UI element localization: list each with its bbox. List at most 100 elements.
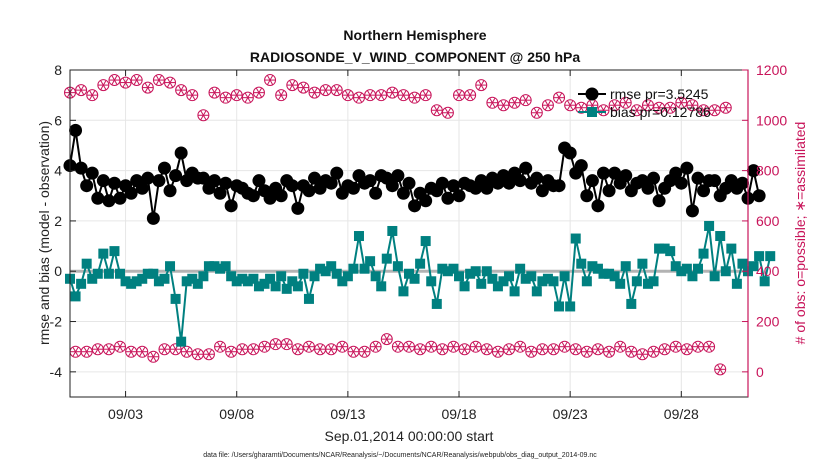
bias-point bbox=[215, 263, 226, 274]
right-y-tick-label: 1000 bbox=[756, 112, 787, 128]
chart-subtitle: RADIOSONDE_V_WIND_COMPONENT @ 250 hPa bbox=[250, 49, 580, 65]
bias-point bbox=[165, 261, 176, 272]
obs-count-point bbox=[530, 106, 543, 119]
obs-count-point bbox=[447, 340, 460, 353]
bias-point bbox=[659, 243, 670, 254]
bias-point bbox=[253, 281, 264, 292]
obs-count-point bbox=[436, 343, 449, 356]
rmse-point bbox=[552, 179, 566, 193]
rmse-point bbox=[480, 181, 494, 195]
obs-count-point bbox=[264, 74, 277, 87]
bias-point bbox=[192, 278, 203, 289]
bias-point bbox=[281, 283, 292, 294]
bias-point bbox=[754, 251, 765, 262]
x-tick-label: 09/08 bbox=[219, 406, 254, 422]
obs-count-point bbox=[141, 81, 154, 94]
rmse-point bbox=[402, 176, 416, 190]
obs-count-point bbox=[108, 74, 121, 87]
bias-point bbox=[342, 271, 353, 282]
bias-point bbox=[409, 273, 420, 284]
bias-point bbox=[170, 293, 181, 304]
obs-count-point bbox=[469, 340, 482, 353]
obs-count-point bbox=[236, 343, 249, 356]
obs-count-point bbox=[658, 343, 671, 356]
obs-count-point bbox=[597, 104, 610, 117]
x-tick-label: 09/23 bbox=[553, 406, 588, 422]
rmse-point bbox=[385, 179, 399, 193]
obs-count-point bbox=[341, 89, 354, 102]
bias-point bbox=[620, 261, 631, 272]
obs-count-point bbox=[97, 79, 110, 92]
bias-point bbox=[609, 271, 620, 282]
rmse-point bbox=[674, 176, 688, 190]
obs-count-point bbox=[414, 343, 427, 356]
rmse-point bbox=[169, 169, 183, 183]
obs-count-point bbox=[275, 89, 288, 102]
bias-point bbox=[692, 263, 703, 274]
rmse-point bbox=[680, 161, 694, 175]
bias-point bbox=[398, 286, 409, 297]
obs-count-point bbox=[136, 345, 149, 358]
rmse-point bbox=[735, 176, 749, 190]
bias-point bbox=[681, 263, 692, 274]
bias-point bbox=[604, 268, 615, 279]
bias-point bbox=[520, 273, 531, 284]
rmse-point bbox=[141, 171, 155, 185]
bias-point bbox=[592, 263, 603, 274]
obs-count-point bbox=[630, 104, 643, 117]
bias-point bbox=[270, 281, 281, 292]
bias-point bbox=[587, 261, 598, 272]
obs-count-point bbox=[325, 343, 338, 356]
bias-point bbox=[259, 278, 270, 289]
bias-point bbox=[142, 268, 153, 279]
bias-point bbox=[759, 276, 770, 287]
bias-point bbox=[81, 258, 92, 269]
bias-point bbox=[387, 225, 398, 236]
obs-count-point bbox=[686, 99, 699, 112]
rmse-point bbox=[213, 186, 227, 200]
rmse-point bbox=[691, 171, 705, 185]
rmse-point bbox=[535, 184, 549, 198]
obs-count-point bbox=[252, 86, 265, 99]
obs-count-point bbox=[441, 106, 454, 119]
bias-point bbox=[704, 220, 715, 231]
rmse-point bbox=[330, 166, 344, 180]
obs-count-point bbox=[302, 340, 315, 353]
series-layer bbox=[63, 74, 776, 376]
bias-point bbox=[420, 236, 431, 247]
bias-point bbox=[698, 248, 709, 259]
obs-count-point bbox=[269, 338, 282, 351]
rmse-point bbox=[135, 181, 149, 195]
bias-point bbox=[637, 258, 648, 269]
rmse-point bbox=[669, 166, 683, 180]
bias-point bbox=[570, 233, 581, 244]
obs-count-point bbox=[519, 94, 532, 107]
rmse-point bbox=[324, 176, 338, 190]
bias-point bbox=[309, 271, 320, 282]
obs-count-point bbox=[553, 91, 566, 104]
bias-point bbox=[748, 261, 759, 272]
bias-point bbox=[626, 298, 637, 309]
bias-point bbox=[454, 271, 465, 282]
obs-count-point bbox=[669, 340, 682, 353]
bias-point bbox=[715, 231, 726, 242]
obs-count-point bbox=[358, 345, 371, 358]
obs-count-point bbox=[75, 84, 88, 97]
rmse-point bbox=[585, 174, 599, 188]
rmse-point bbox=[196, 171, 210, 185]
bias-point bbox=[676, 266, 687, 277]
bias-point bbox=[276, 271, 287, 282]
bias-point bbox=[353, 231, 364, 242]
bias-point bbox=[565, 301, 576, 312]
x-axis: 09/03 09/08 09/13 09/18 09/23 09/28 bbox=[108, 70, 699, 422]
bias-point bbox=[315, 263, 326, 274]
bias-point bbox=[320, 266, 331, 277]
bias-point bbox=[492, 281, 503, 292]
rmse-point bbox=[302, 184, 316, 198]
obs-count-point bbox=[352, 91, 365, 104]
bias-point bbox=[115, 268, 126, 279]
bias-point bbox=[470, 266, 481, 277]
obs-count-point bbox=[419, 89, 432, 102]
obs-count-point bbox=[130, 74, 143, 87]
